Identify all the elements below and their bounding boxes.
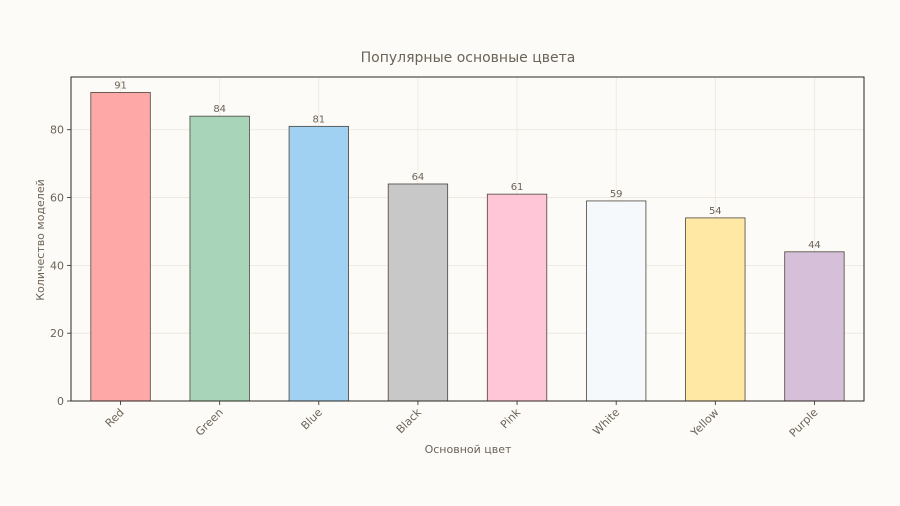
y-tick-label: 0 — [57, 395, 64, 408]
bar-pink — [486, 193, 548, 402]
bar-red — [90, 92, 151, 402]
bar-black — [387, 183, 449, 402]
x-axis-label: Основной цвет — [425, 443, 512, 456]
bar-blue — [288, 125, 349, 402]
y-axis-ticks: 0 20 40 60 80 — [50, 124, 71, 408]
x-tick-label-white: White — [590, 406, 622, 438]
bar-green — [189, 115, 250, 402]
x-axis-ticks: Red Green Blue Black Pink White Yellow Purple — [103, 401, 821, 440]
y-tick-label: 20 — [50, 327, 64, 340]
x-tick-label-blue: Blue — [299, 406, 326, 433]
data-label-white: 59 — [610, 189, 623, 200]
x-tick-label-black: Black — [394, 405, 425, 436]
bar-purple — [784, 251, 845, 402]
y-tick-label: 80 — [50, 124, 64, 137]
y-axis-label: Количество моделей — [34, 179, 47, 301]
data-label-yellow: 54 — [709, 206, 722, 217]
plot-frame — [70, 76, 865, 402]
data-label-pink: 61 — [511, 182, 524, 193]
x-tick-label-green: Green — [193, 406, 226, 439]
data-label-blue: 81 — [312, 114, 325, 125]
data-label-red: 91 — [114, 80, 127, 91]
bar-white — [586, 200, 647, 402]
x-tick-label-yellow: Yellow — [688, 406, 722, 440]
x-tick-label-pink: Pink — [498, 405, 524, 431]
x-tick-label-purple: Purple — [787, 406, 821, 440]
bar-yellow — [685, 217, 746, 402]
chart-title: Популярные основные цвета — [361, 50, 576, 66]
y-tick-label: 60 — [50, 192, 64, 205]
bars — [90, 92, 845, 402]
data-label-black: 64 — [412, 172, 425, 183]
data-label-green: 84 — [213, 104, 226, 115]
x-tick-label-red: Red — [103, 406, 127, 430]
y-tick-label: 40 — [50, 259, 64, 272]
data-label-purple: 44 — [808, 240, 821, 251]
data-labels: 91 84 81 64 61 59 54 44 — [114, 80, 821, 250]
